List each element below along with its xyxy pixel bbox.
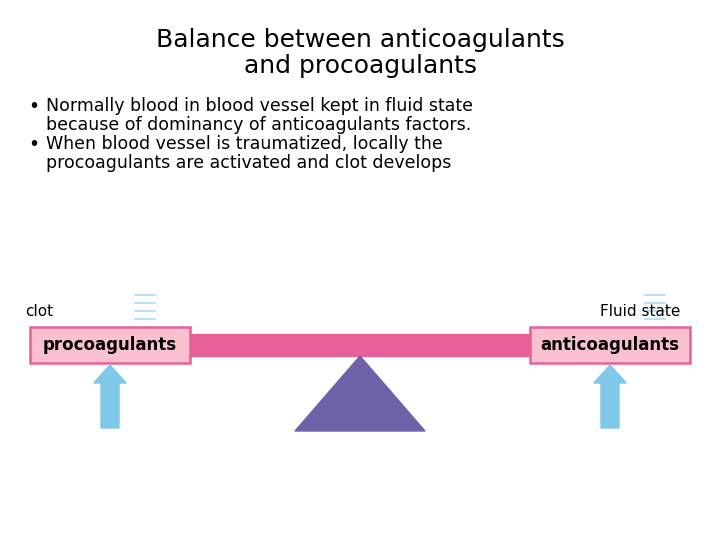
Text: anticoagulants: anticoagulants: [541, 336, 680, 354]
Text: clot: clot: [25, 303, 53, 319]
Text: •: •: [28, 97, 39, 116]
FancyBboxPatch shape: [30, 327, 190, 363]
Bar: [30, 334, 690, 356]
Text: When blood vessel is traumatized, locally the: When blood vessel is traumatized, locall…: [46, 135, 443, 153]
Text: because of dominancy of anticoagulants factors.: because of dominancy of anticoagulants f…: [46, 116, 472, 134]
Text: Normally blood in blood vessel kept in fluid state: Normally blood in blood vessel kept in f…: [46, 97, 473, 115]
Text: Fluid state: Fluid state: [600, 303, 680, 319]
Polygon shape: [295, 356, 425, 431]
FancyBboxPatch shape: [530, 327, 690, 363]
Text: •: •: [28, 135, 39, 154]
FancyArrow shape: [594, 365, 626, 428]
Text: procoagulants: procoagulants: [43, 336, 177, 354]
FancyArrow shape: [94, 365, 126, 428]
Text: procoagulants are activated and clot develops: procoagulants are activated and clot dev…: [46, 154, 451, 172]
Text: and procoagulants: and procoagulants: [243, 54, 477, 78]
Text: Balance between anticoagulants: Balance between anticoagulants: [156, 28, 564, 52]
